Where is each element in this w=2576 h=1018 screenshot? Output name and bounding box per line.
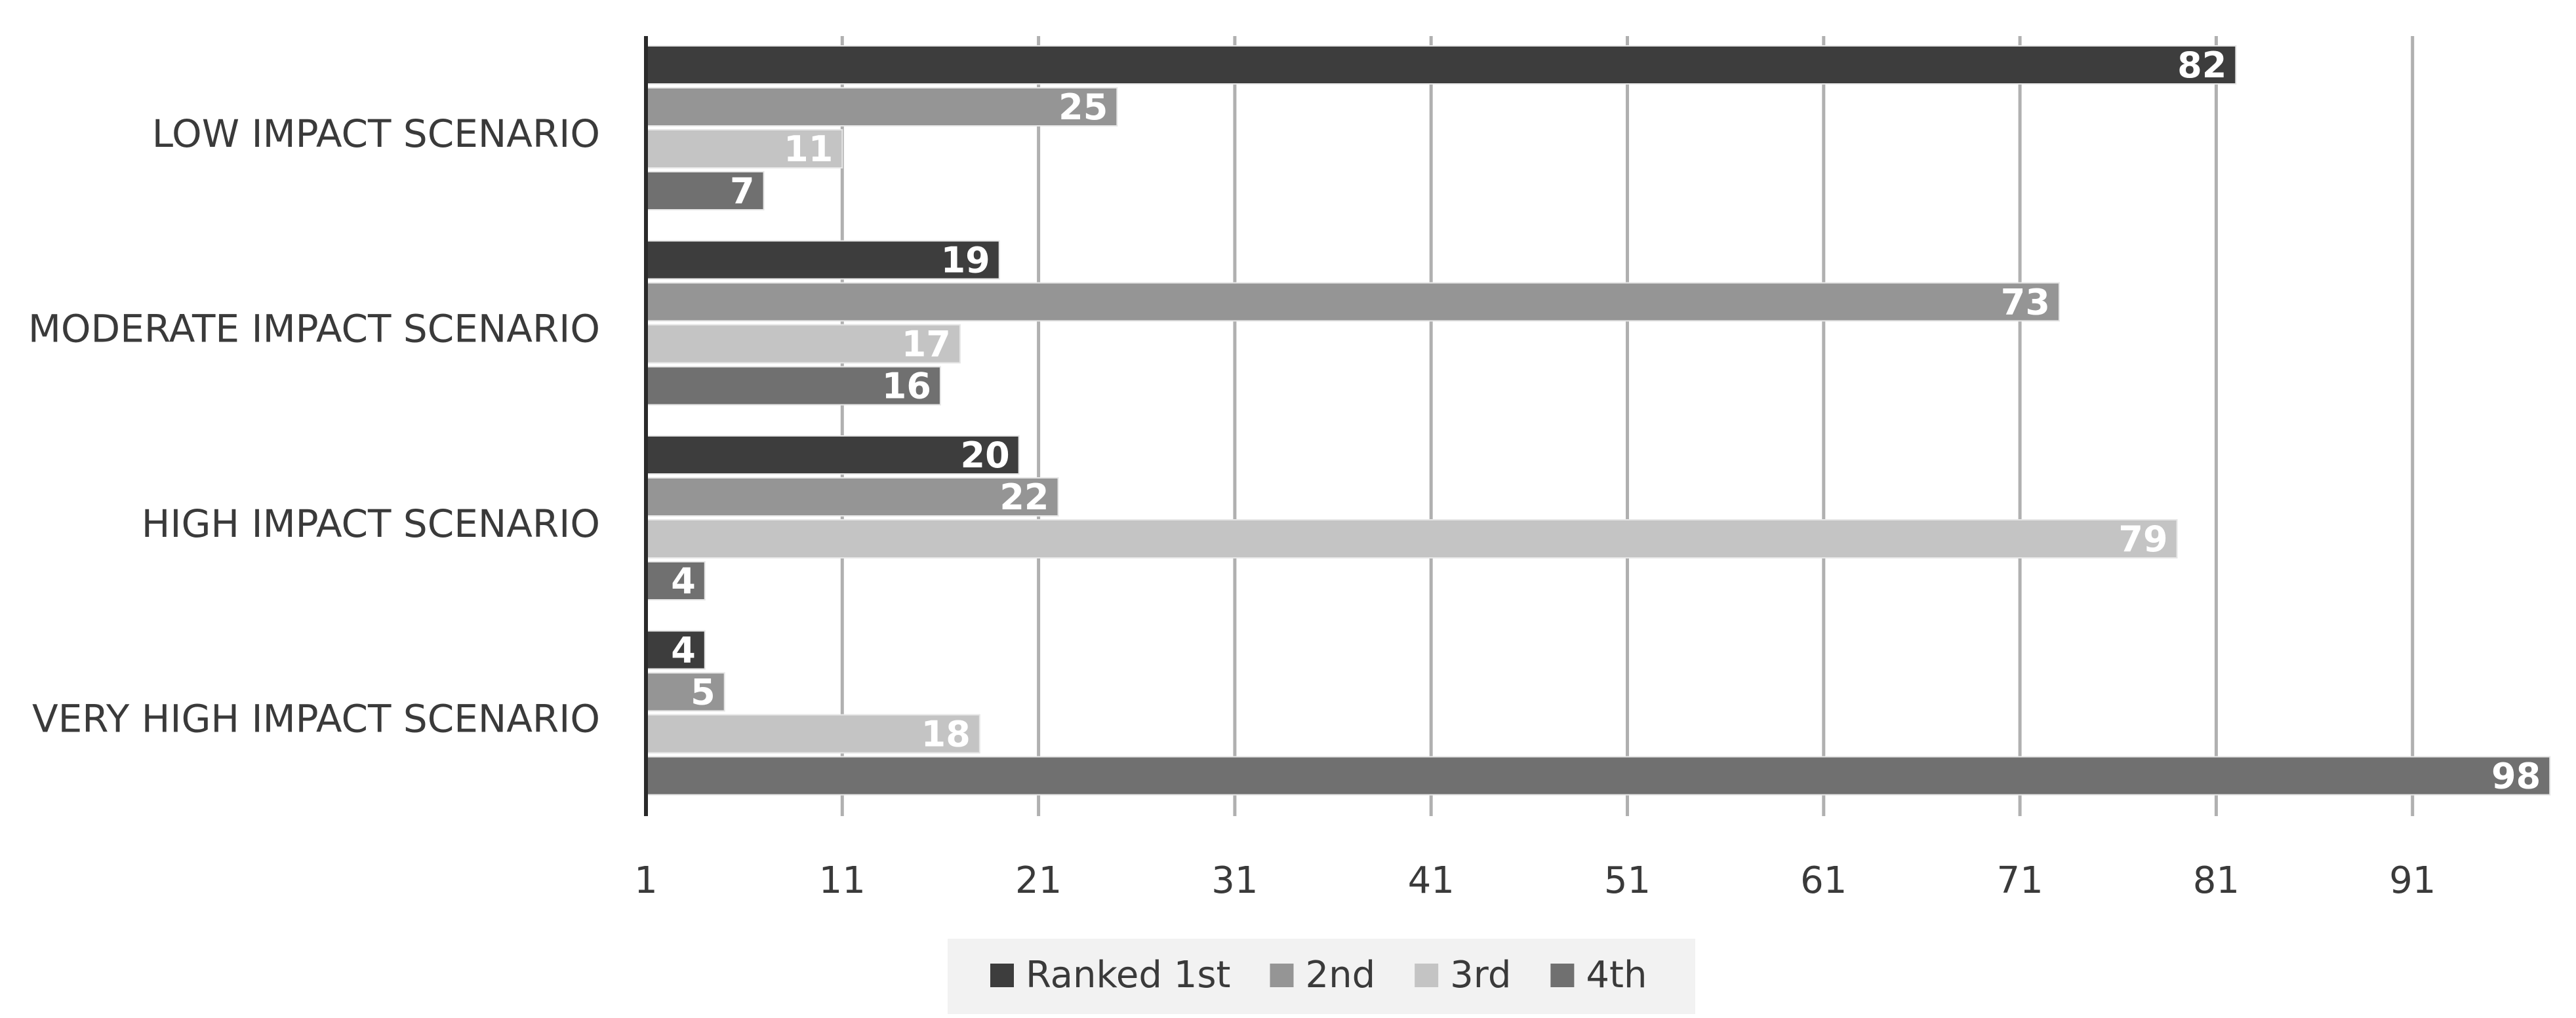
data-label: 73 <box>2001 282 2050 323</box>
x-tick-label: 71 <box>1996 859 2043 902</box>
bar <box>645 477 1059 517</box>
data-label: 82 <box>2177 45 2226 86</box>
data-label: 79 <box>2118 519 2167 560</box>
data-label: 4 <box>671 560 696 602</box>
legend-swatch <box>1415 964 1439 987</box>
legend-swatch <box>1550 964 1575 987</box>
category-label: LOW IMPACT SCENARIO <box>152 111 600 156</box>
legend-label: 3rd <box>1450 954 1511 996</box>
bar <box>645 240 1000 280</box>
legend-label: 4th <box>1586 954 1647 996</box>
x-tick-label: 81 <box>2193 859 2240 902</box>
category-label: MODERATE IMPACT SCENARIO <box>28 306 600 351</box>
bar <box>645 630 706 670</box>
gridlines <box>840 36 2415 816</box>
data-label: 7 <box>730 170 755 212</box>
bar <box>645 435 1020 475</box>
x-tick-label: 51 <box>1604 859 1651 902</box>
data-label: 20 <box>961 435 1010 476</box>
bar <box>645 282 2060 322</box>
data-label: 5 <box>691 672 715 713</box>
x-tick-label: 21 <box>1015 859 1062 902</box>
data-label: 18 <box>921 714 971 755</box>
x-tick-label: 41 <box>1408 859 1455 902</box>
data-label: 17 <box>902 324 951 365</box>
x-tick-label: 1 <box>634 859 658 902</box>
bar <box>645 324 961 364</box>
data-label: 25 <box>1058 87 1108 128</box>
data-label: 19 <box>941 240 990 281</box>
legend-label: 2nd <box>1305 954 1375 996</box>
bar <box>645 561 706 600</box>
data-label: 22 <box>999 477 1049 518</box>
data-label: 98 <box>2491 756 2541 797</box>
x-tick-label: 61 <box>1800 859 1847 902</box>
legend: Ranked 1st 2nd 3rd 4th <box>948 939 1695 1014</box>
data-label: 16 <box>882 366 931 407</box>
bar <box>645 45 2237 85</box>
bar <box>645 87 1118 127</box>
x-tick-label: 91 <box>2389 859 2436 902</box>
bar <box>645 519 2178 558</box>
data-label: 4 <box>671 630 696 671</box>
bar <box>645 129 843 168</box>
x-tick-labels: 1 11 21 31 41 51 61 71 81 91 <box>634 859 2436 902</box>
data-label: 11 <box>784 128 833 170</box>
legend-swatch <box>990 964 1014 987</box>
bar <box>645 714 980 754</box>
bar <box>645 756 2551 796</box>
bar <box>645 366 941 406</box>
legend-label: Ranked 1st <box>1026 954 1230 996</box>
category-label: HIGH IMPACT SCENARIO <box>142 501 600 546</box>
x-tick-label: 11 <box>819 859 866 902</box>
x-tick-label: 31 <box>1211 859 1258 902</box>
category-label: VERY HIGH IMPACT SCENARIO <box>32 696 600 741</box>
legend-swatch <box>1270 964 1294 987</box>
category-labels: LOW IMPACT SCENARIO MODERATE IMPACT SCENA… <box>28 111 600 741</box>
